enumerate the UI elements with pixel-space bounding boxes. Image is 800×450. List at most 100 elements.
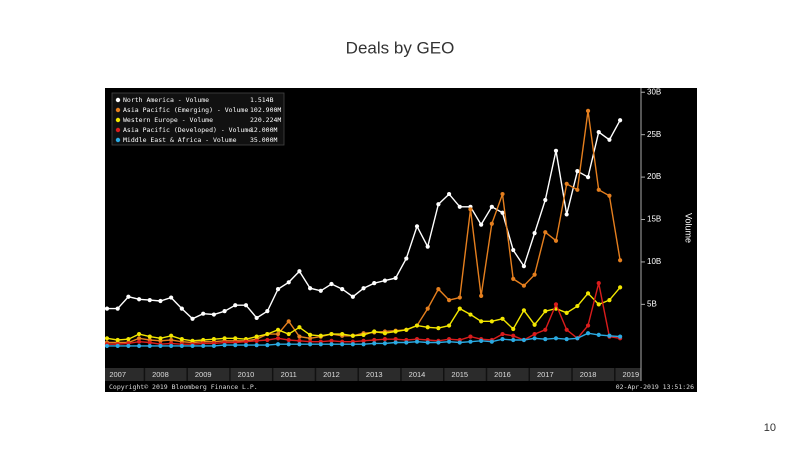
point	[564, 327, 569, 332]
point	[104, 336, 110, 341]
point	[361, 342, 366, 347]
point	[222, 309, 227, 314]
point	[596, 332, 601, 338]
point	[318, 342, 323, 347]
point	[489, 339, 494, 344]
point	[179, 337, 184, 342]
legend	[111, 92, 285, 146]
legend-label: Western Europe - Volume	[123, 116, 213, 124]
point	[511, 337, 516, 343]
point	[372, 281, 377, 286]
point	[169, 295, 174, 300]
x-axis-band	[105, 368, 641, 381]
point	[543, 337, 548, 342]
point	[136, 331, 142, 337]
point	[297, 325, 302, 330]
point	[479, 319, 484, 324]
point	[308, 342, 313, 347]
point	[585, 331, 591, 336]
page-number: 10	[764, 422, 776, 434]
point	[414, 339, 420, 344]
point	[233, 342, 238, 348]
point	[329, 331, 334, 337]
point	[126, 294, 131, 299]
x-tick-label: 2019	[622, 370, 639, 379]
point	[436, 286, 441, 292]
point	[479, 222, 484, 227]
point	[596, 302, 601, 307]
point	[265, 342, 270, 348]
point	[275, 331, 281, 337]
point	[201, 311, 206, 316]
point	[318, 333, 323, 338]
point	[500, 331, 505, 337]
point	[543, 309, 548, 314]
point	[211, 337, 216, 342]
point	[340, 342, 345, 347]
point	[361, 286, 366, 291]
point	[532, 336, 537, 341]
point	[179, 343, 184, 349]
point	[286, 331, 291, 337]
point	[404, 327, 409, 332]
point	[489, 319, 494, 324]
legend-label: Asia Pacific (Developed) - Volume	[123, 126, 252, 134]
point	[489, 221, 494, 226]
point	[308, 286, 313, 291]
point	[543, 197, 548, 203]
point	[446, 323, 452, 328]
point	[158, 343, 163, 349]
y-tick-label: 10B	[647, 257, 661, 266]
x-tick-label: 2009	[195, 370, 212, 379]
point	[393, 337, 398, 342]
point	[618, 334, 623, 339]
point	[404, 340, 409, 345]
point	[500, 210, 505, 215]
point	[361, 332, 366, 338]
point	[564, 181, 569, 186]
legend-marker	[115, 127, 121, 133]
point	[382, 337, 388, 342]
x-tick-label: 2015	[451, 370, 468, 379]
point	[543, 327, 548, 332]
point	[136, 343, 142, 349]
point	[169, 337, 174, 343]
point	[446, 339, 452, 344]
point	[179, 306, 184, 311]
point	[211, 343, 216, 349]
point	[243, 303, 249, 308]
point	[414, 224, 420, 229]
point	[532, 331, 537, 337]
x-tick-label: 2012	[323, 370, 340, 379]
point	[382, 331, 388, 336]
point	[436, 202, 441, 207]
legend-marker	[115, 107, 121, 113]
point	[457, 204, 462, 209]
point	[254, 334, 259, 339]
point	[457, 295, 462, 300]
y-tick-label: 30B	[647, 87, 661, 96]
point	[585, 174, 591, 180]
point	[585, 323, 591, 328]
point	[532, 322, 537, 327]
point	[553, 302, 559, 307]
point	[104, 343, 110, 349]
point	[425, 244, 430, 249]
point	[511, 326, 516, 332]
point	[521, 308, 527, 313]
point	[393, 329, 398, 334]
point	[618, 285, 623, 290]
legend-marker	[115, 137, 121, 143]
point	[468, 339, 473, 344]
x-tick-label: 2016	[494, 370, 511, 379]
point	[564, 212, 569, 217]
point	[372, 329, 377, 334]
point	[286, 342, 291, 347]
point	[372, 341, 377, 346]
point	[115, 337, 120, 343]
point	[329, 338, 334, 343]
point	[468, 312, 473, 317]
point	[147, 298, 152, 303]
point	[286, 319, 291, 324]
